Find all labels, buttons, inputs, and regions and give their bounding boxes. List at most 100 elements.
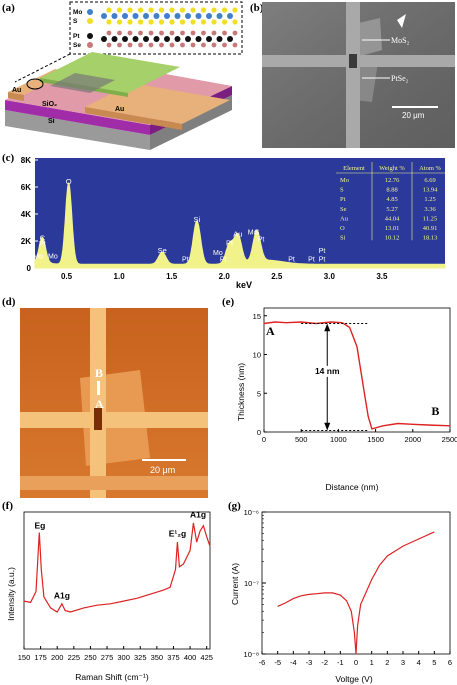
au-pad-left-edge: [8, 92, 24, 101]
eds-table-cell: 11.25: [423, 215, 437, 222]
atom-pt: [101, 36, 107, 42]
atom-pt: [227, 36, 233, 42]
layer-label-au-right: Au: [115, 106, 124, 113]
eds-peak-label: Pt: [226, 238, 234, 247]
atom-pt: [216, 36, 223, 42]
atom-label-pt: Pt: [73, 33, 80, 40]
arrow-head-bottom: [324, 422, 331, 431]
raman-peak-a1g-1: A1g: [54, 590, 70, 600]
iv-x-tick: -5: [274, 658, 281, 667]
thickness-y-tick: 5: [257, 389, 261, 398]
atom-s: [127, 7, 133, 13]
atom-se: [106, 30, 112, 36]
atom-se: [222, 30, 227, 36]
iv-y-tick: 10⁻⁷: [244, 579, 259, 588]
atom-s: [211, 19, 217, 25]
debris-particle: [397, 14, 406, 28]
eds-element-label: Pt: [308, 256, 315, 263]
atom-pt: [122, 36, 128, 42]
thickness-y-tick: 10: [253, 351, 261, 360]
sem-scalebar-text: 20 μm: [402, 111, 425, 120]
atom-se: [117, 30, 122, 36]
atom-s: [190, 7, 196, 13]
eds-y-tick: 2K: [21, 237, 31, 246]
eds-table-cell: 13.94: [423, 187, 438, 194]
eds-table-cell: 6.69: [424, 177, 435, 184]
atom-se: [127, 30, 133, 36]
eds-table-cell: Pt: [340, 196, 346, 203]
atom-mo: [195, 13, 202, 19]
atom-pt: [174, 36, 181, 42]
eds-element-label: Mo: [213, 250, 223, 257]
eds-element-label: Pt: [39, 241, 46, 248]
panel-label-e: (e): [222, 296, 235, 308]
atom-mo: [132, 13, 139, 19]
iv-x-tick: -2: [321, 658, 328, 667]
layer-label-si: Si: [48, 118, 55, 125]
atom-pt: [206, 36, 212, 42]
atom-se: [222, 42, 227, 48]
sem-label-bottom: PtSe₂: [391, 74, 409, 83]
eds-spectrum: [34, 182, 446, 269]
eds-x-axis-label: keV: [236, 280, 252, 290]
afm-electrode-horizontal: [20, 412, 208, 428]
raman-axes: 150 175 200 225 250 275 300 325 350 375 400 425: [18, 511, 213, 662]
atom-s: [158, 19, 165, 25]
atom-se: [232, 42, 238, 48]
atom-pt: [132, 36, 139, 42]
raman-x-tick: 350: [151, 653, 164, 662]
eds-x-tick: 3.0: [324, 272, 336, 281]
panel-label-d: (d): [2, 296, 16, 308]
atom-se: [138, 42, 143, 48]
eds-element-label: Pt: [319, 256, 326, 263]
eds-peak-label: Au: [233, 230, 242, 239]
eds-table: Element Weight % Atom % Mo 12.76 6.69 S 8.88 13.…: [336, 162, 448, 242]
atom-se: [159, 30, 164, 36]
atom-label-mo: Mo: [73, 9, 82, 16]
iv-x-tick: -1: [337, 658, 344, 667]
thickness-y-tick: 15: [253, 312, 261, 321]
atom-pt: [153, 36, 160, 42]
sem-label-top: MoS₂: [391, 36, 410, 45]
iv-x-tick: -6: [259, 658, 266, 667]
afm-label-b: B: [95, 366, 103, 380]
eds-y-tick: 8K: [21, 156, 31, 165]
thickness-y-label: Thickness (nm): [236, 363, 246, 421]
atom-se: [148, 30, 154, 36]
au-pad-right-edge: [85, 107, 182, 130]
atom-se: [106, 42, 112, 48]
raman-x-label: Raman Shift (cm⁻¹): [75, 672, 149, 682]
atom-mo: [206, 13, 212, 19]
sio2-front: [5, 100, 150, 135]
atom-pt: [143, 36, 149, 42]
atom-se: [211, 30, 217, 36]
thickness-chart: 0 500 1000 1500 2000 2500 0 5 10 15 14 nm A B Dista…: [236, 307, 457, 492]
atom-se: [180, 30, 185, 36]
thickness-y-tick: 0: [257, 428, 261, 437]
atom-se: [201, 42, 206, 48]
atom-s: [137, 19, 144, 25]
atom-s: [116, 7, 123, 13]
iv-curve: [277, 531, 435, 655]
raman-x-tick: 300: [117, 653, 130, 662]
iv-x-tick: 2: [385, 658, 389, 667]
atom-pt: [164, 36, 170, 42]
eds-table-cell: 13.01: [385, 225, 400, 232]
thickness-x-tick: 1500: [367, 435, 384, 444]
thickness-x-tick: 500: [295, 435, 308, 444]
eds-table-cell: 5.27: [386, 206, 398, 213]
atom-mo: [164, 13, 170, 19]
iv-x-tick: -3: [306, 658, 313, 667]
electrode-gap: [349, 54, 357, 68]
atom-s: [232, 19, 238, 25]
thickness-x-tick: 0: [262, 435, 266, 444]
iv-y-label: Current (A): [230, 563, 240, 605]
atom-s: [106, 7, 112, 13]
eds-table-cell: Mo: [340, 177, 349, 184]
step-label: 14 nm: [315, 366, 340, 376]
iv-x-tick: 6: [448, 658, 452, 667]
electrode-horizontal: [262, 55, 455, 67]
atom-pt: [185, 36, 191, 42]
legend-pt-dot: [87, 33, 93, 39]
iv-y-tick: 10⁻⁶: [244, 508, 259, 517]
